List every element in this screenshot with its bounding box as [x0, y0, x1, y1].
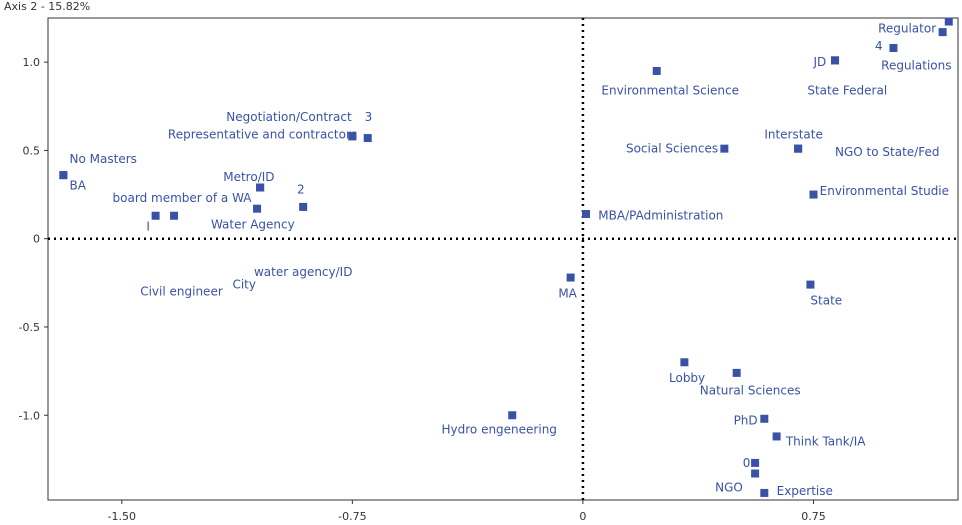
data-point	[751, 469, 760, 478]
axis-title: Axis 2 - 15.82%	[4, 0, 91, 13]
point-label: JD	[813, 55, 827, 69]
data-point	[348, 132, 357, 141]
point-label: MBA/PAdministration	[598, 209, 723, 223]
point-label: Expertise	[777, 484, 833, 498]
data-point	[363, 134, 372, 143]
point-label: Hydro engeneering	[442, 422, 557, 436]
y-tick-label: -0.5	[19, 321, 40, 334]
point-label: State	[810, 293, 842, 307]
point-label: 0	[743, 456, 751, 470]
plot-frame	[47, 17, 959, 501]
point-label: PhD	[734, 414, 758, 428]
point-label: Environmental Science	[601, 83, 739, 97]
point-label: Natural Sciences	[700, 384, 801, 398]
point-label: City	[232, 278, 256, 292]
data-point	[508, 411, 517, 420]
data-point	[151, 211, 160, 220]
point-label: BA	[70, 179, 87, 193]
data-point	[59, 171, 68, 180]
y-tick-label: 0.5	[23, 144, 41, 157]
data-point	[760, 488, 769, 497]
data-point	[253, 204, 262, 213]
data-point	[256, 183, 265, 192]
point-label: I	[146, 219, 150, 233]
point-label: Regulations	[881, 59, 951, 73]
data-point	[680, 358, 689, 367]
data-point	[299, 202, 308, 211]
x-tick-label: -0.75	[338, 510, 366, 523]
point-label: State Federal	[807, 83, 887, 97]
data-point	[806, 280, 815, 289]
point-label: Representative and contractors	[168, 128, 357, 142]
data-point	[732, 368, 741, 377]
point-label: NGO	[715, 481, 743, 495]
data-point	[794, 144, 803, 153]
data-point	[772, 432, 781, 441]
data-point	[566, 273, 575, 282]
point-label: Think Tank/IA	[785, 435, 866, 449]
x-tick-label: 0	[579, 510, 586, 523]
point-label: 2	[297, 182, 305, 196]
point-label: Social Sciences	[626, 142, 718, 156]
point-label: Civil engineer	[140, 285, 223, 299]
data-point	[720, 144, 729, 153]
point-label: NGO to State/Fed	[835, 145, 939, 159]
point-label: Regulator	[878, 22, 936, 36]
point-label: No Masters	[70, 152, 137, 166]
data-point	[760, 414, 769, 423]
x-tick-label: 0.75	[801, 510, 826, 523]
data-point	[944, 17, 953, 26]
point-label: water agency/ID	[254, 265, 352, 279]
y-tick-label: 1.0	[23, 56, 41, 69]
point-label: Interstate	[764, 128, 823, 142]
data-point	[938, 28, 947, 37]
data-point	[582, 209, 591, 218]
y-tick-label: 0	[33, 233, 40, 246]
y-tick-label: -1.0	[19, 409, 40, 422]
point-label: Environmental Studie	[820, 184, 949, 198]
data-point	[652, 66, 661, 75]
point-label: board member of a WA	[113, 191, 253, 205]
point-label: 4	[875, 39, 883, 53]
point-label: Lobby	[669, 371, 705, 385]
point-label: MA	[558, 286, 577, 300]
point-label: Negotiation/Contract	[226, 110, 352, 124]
point-label: 3	[365, 110, 373, 124]
point-label: Metro/ID	[223, 170, 274, 184]
data-point	[170, 211, 179, 220]
data-point	[889, 44, 898, 53]
x-tick-label: -1.50	[108, 510, 136, 523]
data-point	[751, 458, 760, 467]
point-label: Water Agency	[211, 218, 295, 232]
data-point	[831, 56, 840, 65]
data-point	[809, 190, 818, 199]
